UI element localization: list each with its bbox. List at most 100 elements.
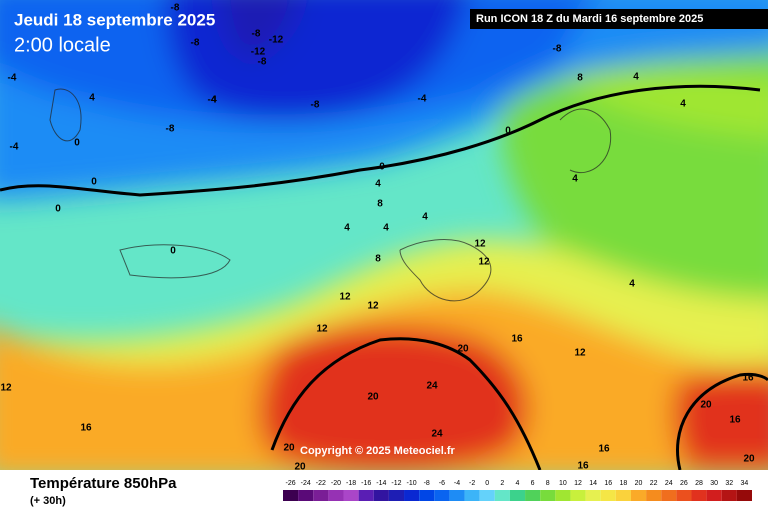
legend-label: 8 — [546, 480, 550, 487]
contour-label: 0 — [74, 138, 80, 149]
contour-label: -4 — [8, 73, 17, 84]
copyright: Copyright © 2025 Meteociel.fr — [300, 445, 456, 457]
contour-label: 12 — [367, 301, 379, 312]
legend-swatch — [525, 490, 541, 501]
contour-label: 12 — [339, 292, 351, 303]
contour-label: -8 — [553, 44, 562, 55]
contour-label: 20 — [700, 400, 712, 411]
legend-swatch — [600, 490, 616, 501]
contour-label: 4 — [572, 174, 578, 185]
legend-label: -10 — [407, 480, 417, 487]
legend-label: 6 — [531, 480, 535, 487]
contour-label: 16 — [729, 415, 741, 426]
legend-label: -2 — [469, 480, 475, 487]
contour-label: 0 — [505, 126, 511, 137]
legend-swatch — [328, 490, 344, 501]
legend-label: -16 — [361, 480, 371, 487]
legend-swatch — [419, 490, 435, 501]
legend-swatch — [373, 490, 389, 501]
legend-label: 34 — [741, 480, 749, 487]
contour-label: -8 — [252, 29, 261, 40]
contour-label: -8 — [171, 3, 180, 14]
time: 2:00 locale — [14, 34, 111, 56]
legend-swatch — [646, 490, 662, 501]
contour-label: 16 — [577, 461, 589, 472]
legend-label: -8 — [424, 480, 430, 487]
legend-swatch — [388, 490, 405, 501]
contour-label: 0 — [91, 177, 97, 188]
contour-label: 4 — [89, 93, 95, 104]
temperature-field — [0, 0, 768, 470]
legend-label: 26 — [680, 480, 688, 487]
contour-label: -12 — [251, 47, 266, 58]
legend-label: 10 — [559, 480, 567, 487]
contour-label: 4 — [422, 212, 428, 223]
contour-label: 0 — [55, 204, 61, 215]
legend-swatch — [661, 490, 677, 501]
legend-label: 4 — [516, 480, 520, 487]
legend-swatch — [570, 490, 586, 501]
contour-label: 8 — [377, 199, 383, 210]
legend-label: -18 — [346, 480, 356, 487]
legend-swatch — [404, 490, 420, 501]
contour-label: 4 — [344, 223, 350, 234]
contour-label: 12 — [316, 324, 328, 335]
legend-label: 30 — [710, 480, 718, 487]
legend-label: 24 — [665, 480, 673, 487]
legend-label: 18 — [620, 480, 628, 487]
contour-label: 16 — [511, 334, 523, 345]
legend-swatch — [358, 490, 374, 501]
date: Jeudi 18 septembre 2025 — [14, 10, 215, 29]
legend-label: 20 — [635, 480, 643, 487]
contour-label: -8 — [258, 57, 267, 68]
legend-swatch — [630, 490, 647, 501]
footer-title: Température 850hPa — [30, 475, 177, 492]
color-legend: -26 -24 -22 -20 -18 -16 -14 -12 -10 -8 -6 -4 -2 0 2 4 6 8… — [283, 480, 752, 501]
contour-label: 0 — [379, 162, 385, 173]
contour-label: 16 — [598, 444, 610, 455]
contour-label: 12 — [574, 348, 586, 359]
contour-label: -4 — [418, 94, 427, 105]
contour-label: 20 — [294, 462, 306, 473]
legend-label: -14 — [376, 480, 386, 487]
contour-label: 16 — [742, 373, 754, 384]
contour-label: 20 — [457, 344, 469, 355]
run-banner — [470, 9, 768, 29]
legend-label: 2 — [500, 480, 504, 487]
contour-label: 16 — [80, 423, 92, 434]
isotherms — [0, 84, 768, 470]
contour-label: 12 — [478, 257, 490, 268]
legend-swatch — [434, 490, 450, 501]
contour-label: 4 — [633, 72, 639, 83]
coastlines — [49, 88, 612, 302]
contour-label: 4 — [211, 95, 217, 106]
legend-label: -20 — [331, 480, 341, 487]
contour-label: 20 — [367, 392, 379, 403]
legend-label: -26 — [286, 480, 296, 487]
legend-swatch — [585, 490, 601, 501]
contour-label: 12 — [474, 239, 486, 250]
legend-swatch — [479, 490, 495, 501]
contour-label: 0 — [170, 246, 176, 257]
legend-label: 14 — [589, 480, 597, 487]
legend-swatch — [540, 490, 556, 501]
legend-swatch — [449, 490, 465, 501]
legend-label: 32 — [725, 480, 733, 487]
legend-swatch — [706, 490, 722, 501]
legend-swatch — [721, 490, 737, 501]
legend-label: -12 — [391, 480, 401, 487]
legend-label: 0 — [485, 480, 489, 487]
legend-label: -22 — [316, 480, 326, 487]
contour-label: 24 — [431, 429, 443, 440]
contour-label: 20 — [283, 443, 295, 454]
legend-label: 28 — [695, 480, 703, 487]
contour-label: 8 — [577, 73, 583, 84]
contour-label: 20 — [743, 454, 755, 465]
legend-swatch — [509, 490, 526, 501]
contour-label: 12 — [0, 383, 12, 394]
contour-label: -12 — [269, 35, 284, 46]
legend-swatch — [615, 490, 631, 501]
run: Run ICON 18 Z du Mardi 16 septembre 2025 — [476, 13, 703, 25]
